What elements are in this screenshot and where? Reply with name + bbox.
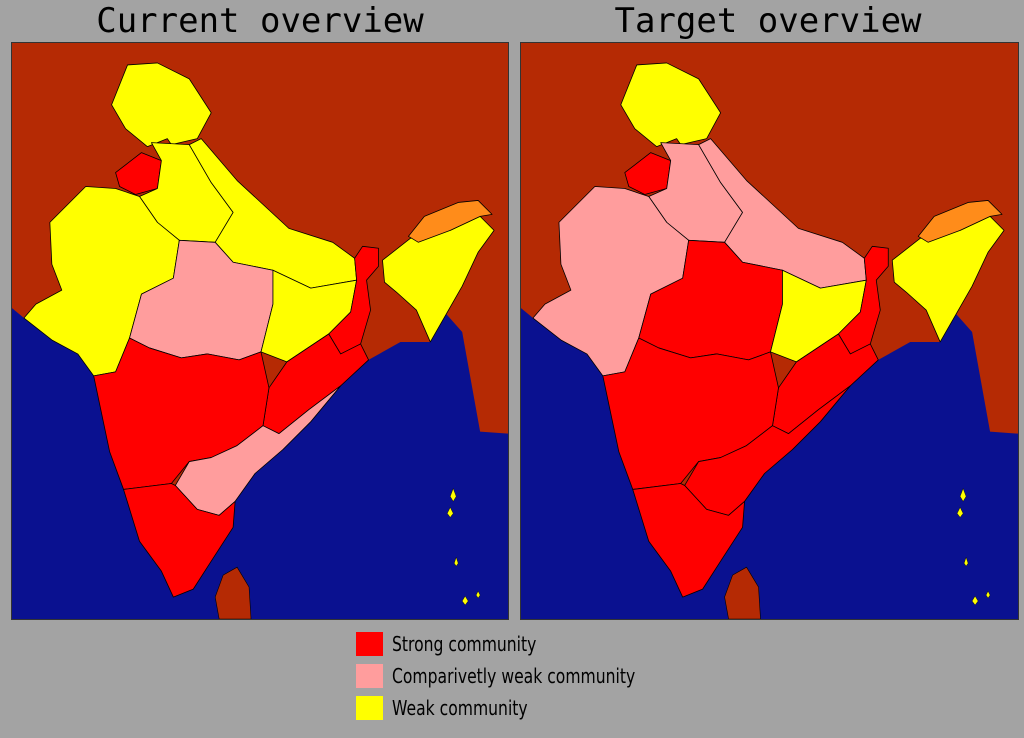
region-bengal <box>837 245 889 355</box>
sri-lanka <box>214 566 252 619</box>
current-map-svg <box>12 43 508 619</box>
region-north <box>620 62 721 148</box>
region-south <box>632 483 745 598</box>
island-0 <box>450 487 457 502</box>
island-3 <box>971 595 979 606</box>
island-4 <box>475 590 481 599</box>
sea <box>521 308 1018 619</box>
island-0 <box>959 487 967 502</box>
current-overview-title: Current overview <box>96 1 424 41</box>
island-3 <box>461 595 469 606</box>
current-overview-map <box>11 42 509 620</box>
region-north <box>111 62 212 148</box>
legend-label-strong: Strong community <box>392 632 537 656</box>
legend-swatch-strong <box>356 632 383 656</box>
legend-swatch-comparatively-weak <box>356 664 383 688</box>
sea <box>12 308 508 619</box>
target-overview-title: Target overview <box>614 1 922 41</box>
target-overview-map <box>520 42 1019 620</box>
legend-swatch-weak <box>356 696 383 720</box>
sri-lanka <box>724 566 761 619</box>
island-2 <box>453 556 459 567</box>
island-2 <box>963 556 969 567</box>
target-map-svg <box>521 43 1018 619</box>
region-bengal <box>328 245 379 355</box>
region-south <box>123 483 236 598</box>
legend-label-comparatively-weak: Comparivetly weak community <box>392 664 636 688</box>
legend-item-strong: Strong community <box>356 628 696 660</box>
legend-item-comparatively-weak: Comparivetly weak community <box>356 660 696 692</box>
region-arunachal <box>917 200 1003 243</box>
region-arunachal <box>408 200 493 243</box>
map-legend: Strong community Comparivetly weak commu… <box>356 628 696 724</box>
legend-item-weak: Weak community <box>356 692 696 724</box>
island-4 <box>985 590 991 599</box>
legend-label-weak: Weak community <box>392 696 528 720</box>
island-1 <box>447 506 454 518</box>
island-1 <box>956 506 964 518</box>
